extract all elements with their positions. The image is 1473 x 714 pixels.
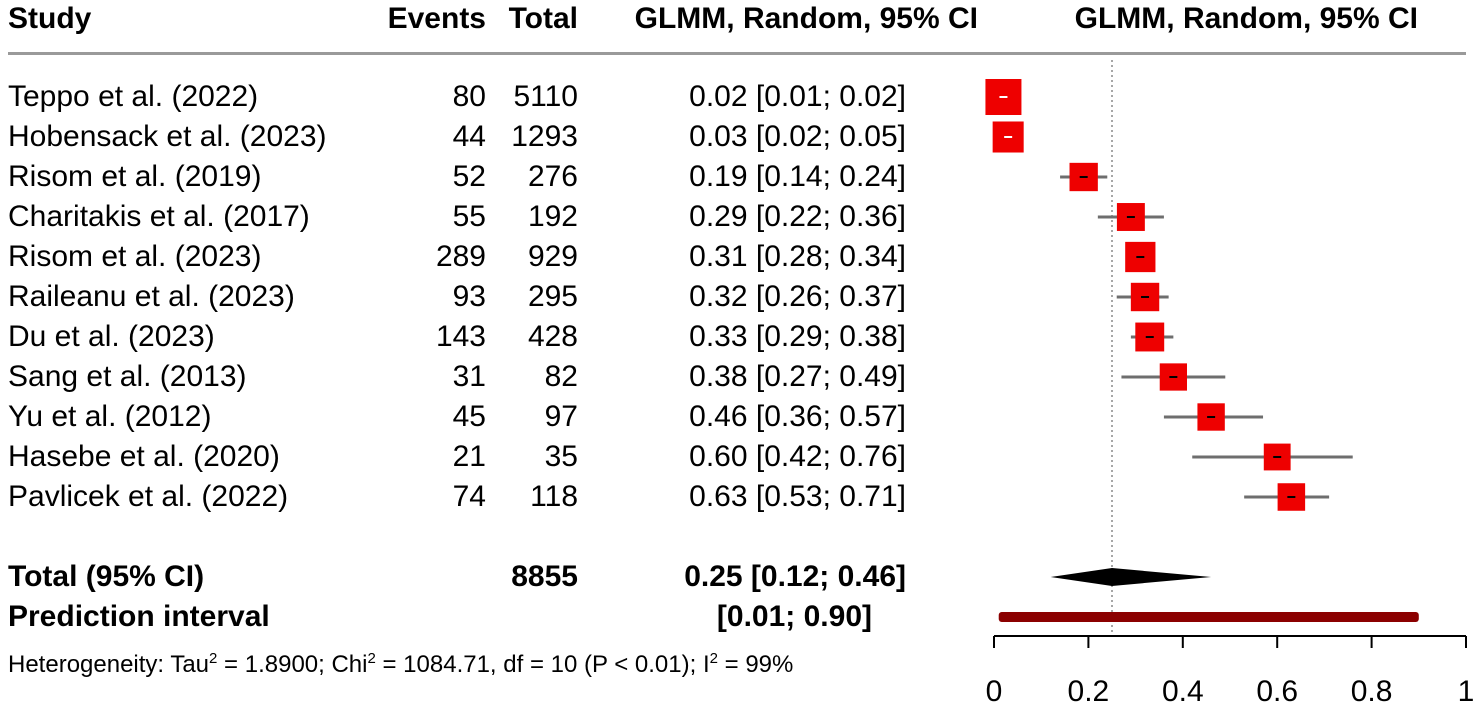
heterogeneity-text: Heterogeneity: Tau2 = 1.8900; Chi2 = 108… (8, 650, 794, 678)
study-total: 35 (544, 440, 578, 473)
study-events: 52 (452, 160, 486, 193)
study-name: Risom et al. (2019) (8, 160, 262, 193)
study-events: 44 (452, 120, 486, 153)
header-plot: GLMM, Random, 95% CI (1074, 2, 1418, 35)
prediction-ci-text: [0.01; 0.90] (716, 600, 872, 633)
header-divider (8, 52, 1466, 55)
study-total: 192 (527, 200, 578, 233)
study-events: 93 (452, 280, 486, 313)
study-name: Hasebe et al. (2020) (8, 440, 280, 473)
study-total: 5110 (513, 80, 578, 113)
study-ci-text: 0.32 [0.26; 0.37] (689, 280, 906, 313)
study-ci-text: 0.19 [0.14; 0.24] (689, 160, 906, 193)
study-name: Raileanu et al. (2023) (8, 280, 295, 313)
study-ci-text: 0.46 [0.36; 0.57] (689, 400, 906, 433)
study-ci-text: 0.31 [0.28; 0.34] (689, 240, 906, 273)
study-name: Teppo et al. (2022) (8, 80, 259, 113)
x-tick-label: 1 (1458, 675, 1473, 708)
study-ci-text: 0.60 [0.42; 0.76] (689, 440, 906, 473)
study-total: 428 (527, 320, 578, 353)
header-events: Events (387, 2, 486, 35)
study-total: 929 (527, 240, 578, 273)
x-tick-label: 0.8 (1351, 675, 1393, 708)
study-name: Risom et al. (2023) (8, 240, 262, 273)
study-ci-text: 0.03 [0.02; 0.05] (689, 120, 906, 153)
study-events: 21 (452, 440, 486, 473)
x-tick-label: 0.2 (1068, 675, 1110, 708)
study-name: Yu et al. (2012) (8, 400, 212, 433)
study-total: 82 (544, 360, 578, 393)
study-events: 143 (435, 320, 486, 353)
study-ci-text: 0.63 [0.53; 0.71] (689, 480, 906, 513)
study-name: Pavlicek et al. (2022) (8, 480, 289, 513)
x-tick-label: 0.6 (1256, 675, 1298, 708)
x-tick-label: 0.4 (1162, 675, 1204, 708)
study-events: 55 (452, 200, 486, 233)
header-total: Total (508, 2, 578, 35)
pooled-diamond (1050, 568, 1212, 586)
study-events: 31 (452, 360, 486, 393)
prediction-bar (998, 612, 1419, 622)
study-total: 276 (527, 160, 578, 193)
study-total: 1293 (511, 120, 578, 153)
study-events: 80 (452, 80, 486, 113)
pooled-label: Total (95% CI) (8, 560, 205, 593)
study-ci-text: 0.02 [0.01; 0.02] (689, 80, 906, 113)
study-events: 74 (452, 480, 486, 513)
header-study: Study (8, 2, 92, 35)
study-events: 289 (435, 240, 486, 273)
study-total: 97 (544, 400, 578, 433)
study-total: 295 (527, 280, 578, 313)
pooled-ci-text: 0.25 [0.12; 0.46] (684, 560, 906, 593)
study-name: Sang et al. (2013) (8, 360, 247, 393)
study-ci-text: 0.38 [0.27; 0.49] (689, 360, 906, 393)
study-total: 118 (530, 480, 578, 513)
study-events: 45 (452, 400, 486, 433)
study-ci-text: 0.33 [0.29; 0.38] (689, 320, 906, 353)
study-name: Du et al. (2023) (8, 320, 215, 353)
prediction-label: Prediction interval (8, 600, 270, 633)
study-name: Hobensack et al. (2023) (8, 120, 327, 153)
pooled-total: 8855 (511, 560, 578, 593)
x-tick-label: 0 (986, 675, 1003, 708)
study-name: Charitakis et al. (2017) (8, 200, 310, 233)
study-ci-text: 0.29 [0.22; 0.36] (689, 200, 906, 233)
header-estimate: GLMM, Random, 95% CI (634, 2, 978, 35)
